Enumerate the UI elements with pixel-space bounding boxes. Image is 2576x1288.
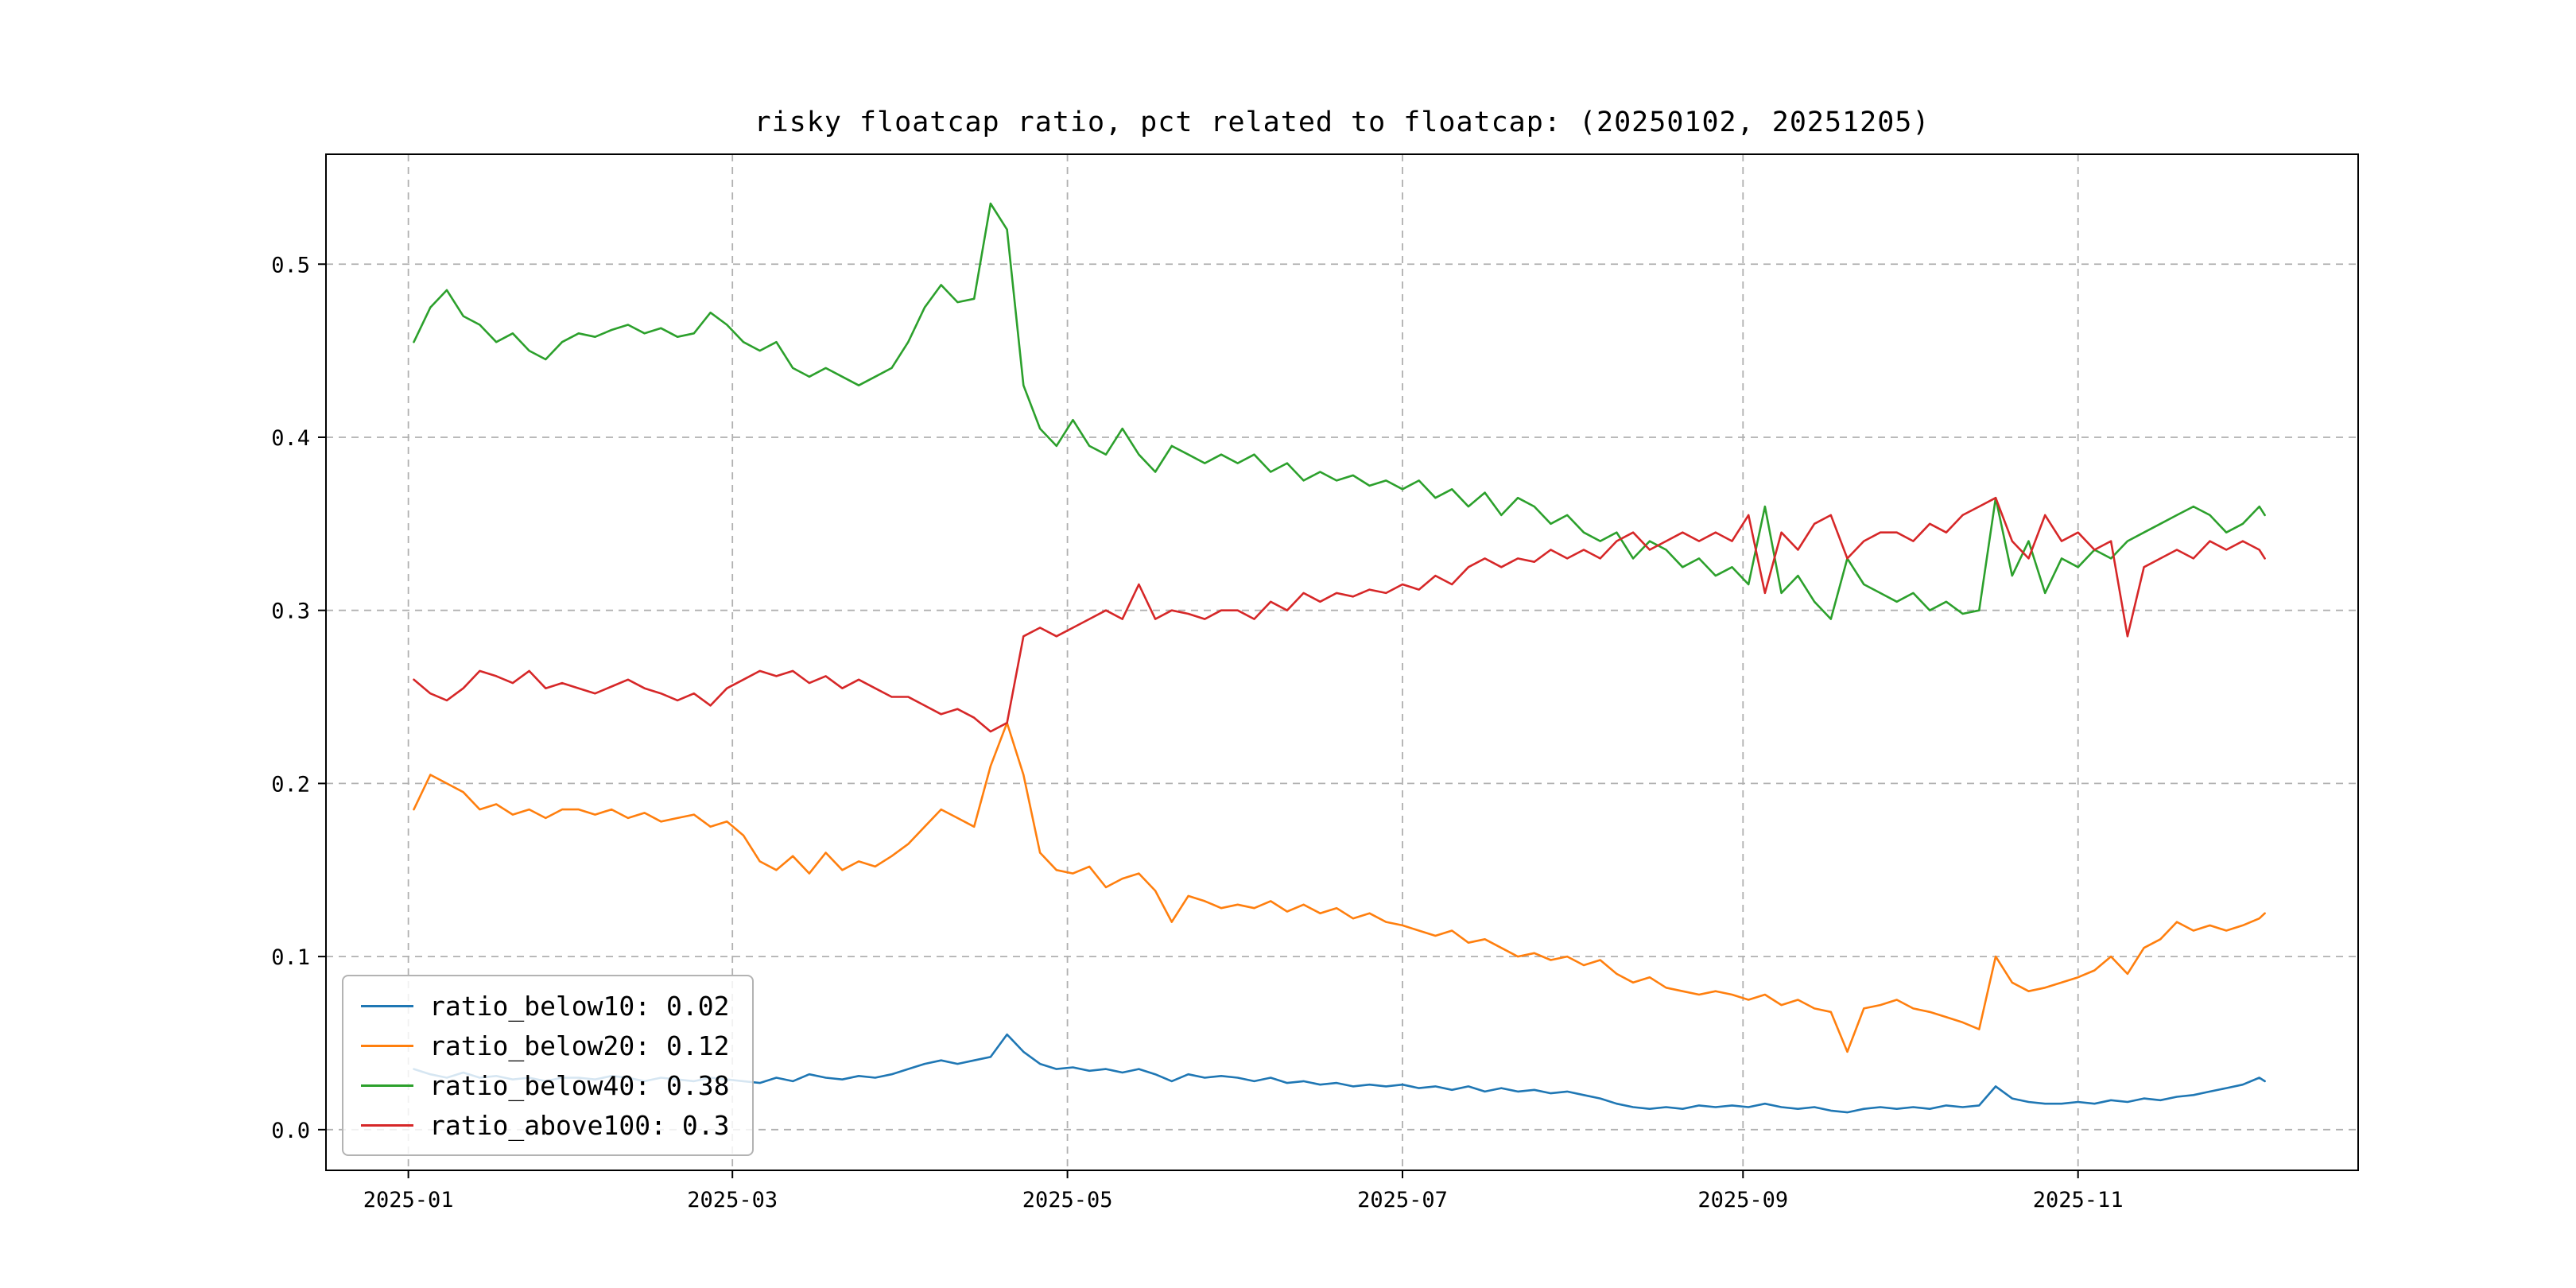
legend-item-ratio-above100: ratio_above100: 0.3 bbox=[361, 1105, 730, 1145]
legend-item-ratio-below40: ratio_below40: 0.38 bbox=[361, 1065, 730, 1105]
legend-item-ratio-below10: ratio_below10: 0.02 bbox=[361, 986, 730, 1026]
x-tick-label: 2025-03 bbox=[687, 1188, 778, 1212]
y-tick-label: 0.2 bbox=[271, 772, 310, 797]
x-tick-label: 2025-05 bbox=[1022, 1188, 1113, 1212]
y-tick-label: 0.1 bbox=[271, 945, 310, 970]
series-line-ratio_below20 bbox=[413, 721, 2266, 1053]
axes-frame bbox=[325, 153, 2359, 1171]
legend-line-swatch-blue bbox=[361, 1004, 413, 1007]
y-tick-label: 0.4 bbox=[271, 426, 310, 451]
x-tick-label: 2025-01 bbox=[363, 1188, 454, 1212]
x-tick-label: 2025-07 bbox=[1357, 1188, 1448, 1212]
chart-title: risky floatcap ratio, pct related to flo… bbox=[754, 107, 1930, 138]
legend: ratio_below10: 0.02 ratio_below20: 0.12 … bbox=[342, 975, 754, 1156]
x-tick-label: 2025-11 bbox=[2033, 1188, 2124, 1212]
legend-line-swatch-orange bbox=[361, 1044, 413, 1047]
legend-label-ratio-below20: ratio_below20: 0.12 bbox=[429, 1030, 730, 1061]
series-line-ratio_above100 bbox=[413, 496, 2266, 733]
series-line-ratio_below40 bbox=[413, 202, 2266, 620]
y-tick-label: 0.0 bbox=[271, 1119, 310, 1143]
legend-item-ratio-below20: ratio_below20: 0.12 bbox=[361, 1026, 730, 1065]
legend-label-ratio-below10: ratio_below10: 0.02 bbox=[429, 990, 730, 1022]
legend-label-ratio-below40: ratio_below40: 0.38 bbox=[429, 1069, 730, 1101]
legend-line-swatch-green bbox=[361, 1084, 413, 1087]
y-tick-label: 0.5 bbox=[271, 253, 310, 277]
legend-line-swatch-red bbox=[361, 1123, 413, 1127]
x-tick-label: 2025-09 bbox=[1697, 1188, 1788, 1212]
legend-label-ratio-above100: ratio_above100: 0.3 bbox=[429, 1109, 730, 1141]
y-tick-label: 0.3 bbox=[271, 599, 310, 624]
